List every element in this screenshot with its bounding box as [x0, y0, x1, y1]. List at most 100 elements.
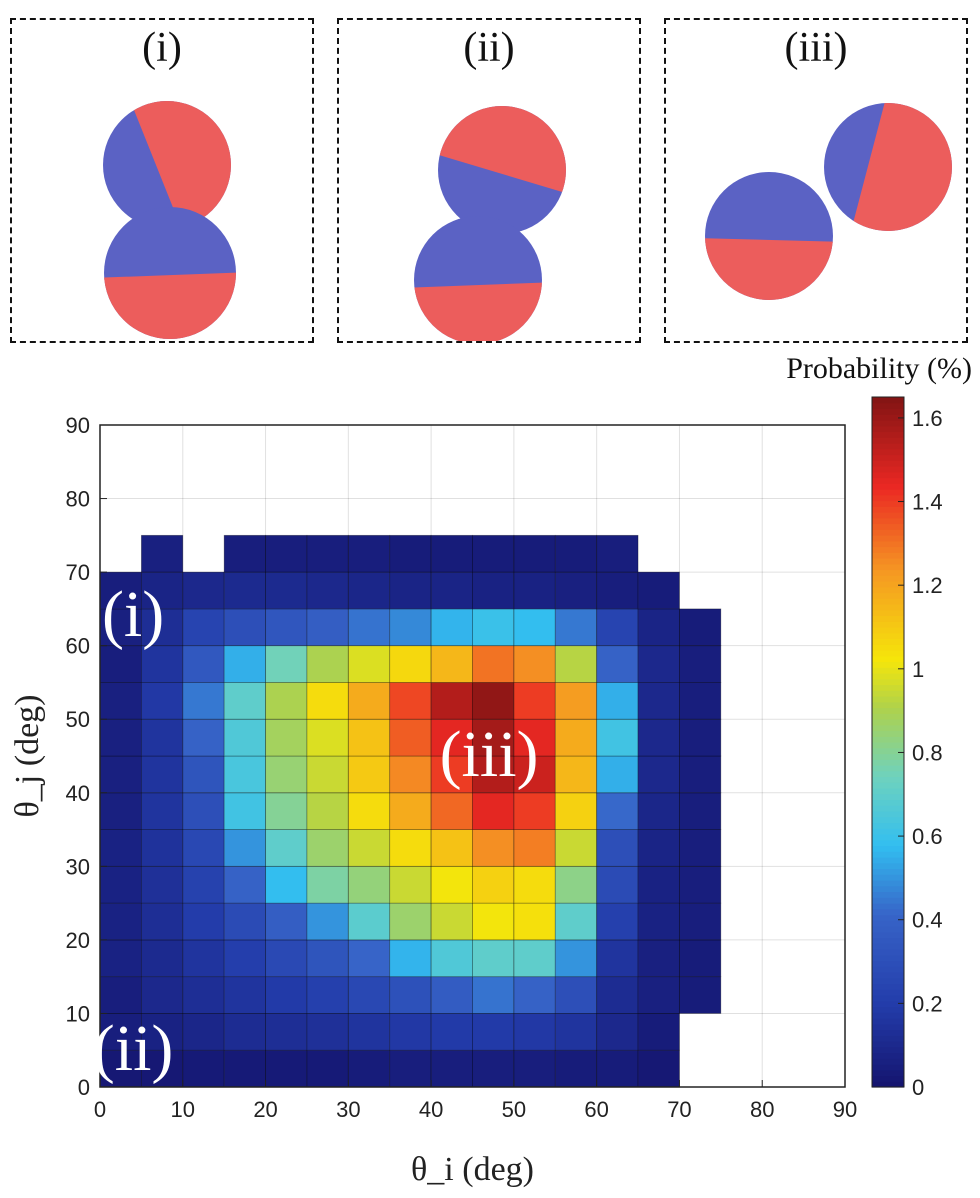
heatmap-cell [389, 645, 432, 683]
heatmap-cell [347, 792, 391, 830]
colorbar-segment [872, 552, 904, 559]
heatmap-cell [430, 829, 473, 867]
heatmap-cell [99, 608, 142, 647]
heatmap-cell [637, 1013, 680, 1051]
colorbar-tick-label: 1.4 [912, 490, 943, 515]
heatmap-cell [223, 1013, 266, 1051]
y-tick-label: 50 [66, 707, 90, 732]
heatmap-cell [265, 1049, 308, 1088]
heatmap-cell [347, 608, 391, 647]
heatmap-cell [472, 755, 515, 794]
colorbar-segment [872, 1081, 904, 1088]
colorbar-segment [872, 506, 904, 513]
heatmap-cell [554, 976, 598, 1014]
heatmap-cell [265, 718, 308, 757]
heatmap-cell [99, 571, 142, 610]
heatmap-cell [430, 682, 473, 720]
heatmap-cell [554, 571, 598, 610]
heatmap-cell [223, 608, 266, 647]
heatmap-cell [306, 829, 349, 867]
colorbar-segment [872, 494, 904, 502]
colorbar-segment [872, 586, 904, 594]
colorbar-segment [872, 816, 904, 824]
heatmap-cell [554, 682, 598, 720]
heatmap-cell [389, 792, 432, 830]
heatmap-cell [596, 682, 639, 720]
colorbar-segment [872, 1029, 904, 1036]
colorbar-segment [872, 776, 904, 783]
heatmap-cell [347, 976, 391, 1014]
heatmap-cell [430, 645, 473, 683]
heatmap-cell [596, 571, 639, 610]
heatmap-cell [554, 1013, 598, 1051]
colorbar-segment [872, 1075, 904, 1082]
plot-frame [99, 424, 846, 1088]
colorbar-segment [872, 402, 904, 410]
colorbar-segment [872, 667, 904, 674]
x-tick-label: 0 [94, 1097, 106, 1122]
heatmap-cell [554, 755, 598, 794]
colorbar-segment [872, 471, 904, 479]
heatmap-cell [596, 902, 639, 941]
colorbar-segment [872, 742, 904, 749]
heatmap-cell [513, 829, 556, 867]
heatmap-cell [223, 976, 266, 1014]
x-tick-label: 60 [584, 1097, 608, 1122]
colorbar-segment [872, 489, 904, 496]
colorbar-segment [872, 546, 904, 553]
colorbar-segment [872, 765, 904, 772]
colorbar-segment [872, 960, 904, 967]
heatmap-cell [554, 1049, 598, 1088]
colorbar-segment [872, 1012, 904, 1019]
heatmap-cell [430, 939, 473, 978]
colorbar-tick-label: 1.6 [912, 406, 943, 431]
y-tick-label: 10 [66, 1001, 90, 1026]
heatmap-cell [389, 718, 432, 757]
heatmap-cell [513, 534, 556, 573]
heatmap-cell [99, 755, 142, 794]
heatmap-cell [554, 902, 598, 941]
x-axis-label: θ_i (deg) [411, 1151, 534, 1188]
heatmap-cell [140, 645, 184, 683]
colorbar-segment [872, 701, 904, 709]
heatmap-cell [472, 792, 515, 830]
panel-i: (i) [10, 18, 314, 343]
colorbar-segment [872, 517, 904, 525]
colorbar-segment [872, 782, 904, 789]
y-tick-label: 20 [66, 928, 90, 953]
colorbar-segment [872, 563, 904, 571]
heatmap-cell [637, 902, 680, 941]
colorbar-segment [872, 604, 904, 611]
overlay-label: (ii) [93, 1012, 174, 1085]
heatmap-cell [182, 718, 225, 757]
colorbar-tick-label: 0.4 [912, 908, 943, 933]
heatmap-cell [389, 682, 432, 720]
heatmap-cell [472, 829, 515, 867]
heatmap-cell [306, 755, 349, 794]
colorbar-segment [872, 874, 904, 881]
heatmap-cell [223, 829, 266, 867]
y-tick-label: 30 [66, 854, 90, 879]
colorbar-segment [872, 632, 904, 640]
x-tick-label: 90 [833, 1097, 857, 1122]
colorbar-tick-label: 0 [912, 1075, 924, 1100]
heatmap-cell [472, 608, 515, 647]
colorbar-segment [872, 569, 904, 576]
heatmap-cell [554, 865, 598, 904]
heatmap-cell [513, 571, 556, 610]
colorbar-segment [872, 753, 904, 760]
panel-ii: (ii) [337, 18, 641, 343]
heatmap-cell [637, 792, 680, 830]
heatmap-cell [265, 939, 308, 978]
colorbar-segment [872, 650, 904, 657]
heatmap-cell [513, 645, 556, 683]
heatmap-cell [306, 976, 349, 1014]
heatmap-cell [265, 1013, 308, 1051]
heatmap-cell [637, 976, 680, 1014]
heatmap-cell [389, 1049, 432, 1088]
heatmap-cell [265, 534, 308, 573]
heatmap-cell [140, 829, 184, 867]
colorbar-segment [872, 408, 904, 415]
colorbar-segment [872, 736, 904, 743]
colorbar-segment [872, 788, 904, 795]
